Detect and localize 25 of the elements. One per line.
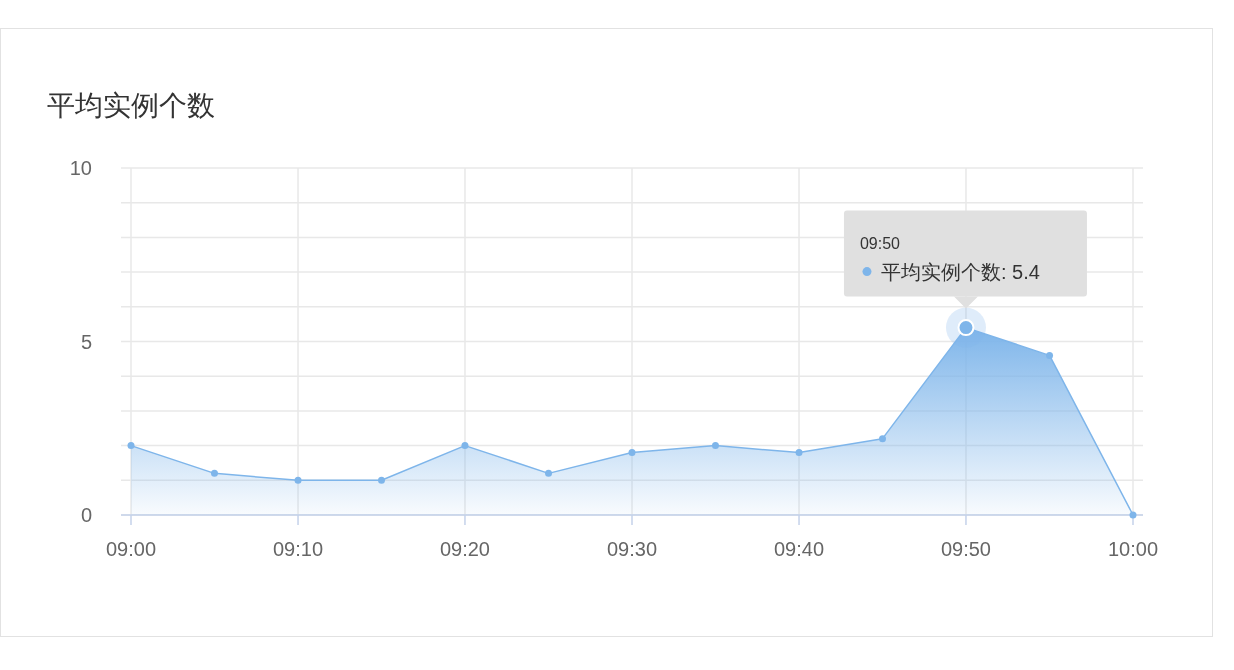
- point: [461, 442, 469, 450]
- x-tick-label: 09:40: [774, 538, 825, 560]
- point: [879, 435, 886, 443]
- point: [294, 476, 302, 484]
- y-tick-label: 10: [69, 157, 92, 179]
- point: [795, 449, 803, 457]
- point: [1129, 511, 1137, 519]
- y-tick-label: 5: [80, 330, 92, 353]
- point: [545, 469, 553, 477]
- point: [1046, 351, 1054, 359]
- x-tick-label: 09:50: [940, 538, 991, 560]
- x-tick-label: 09:30: [606, 538, 658, 560]
- annotation: 平均实例个数: 5.4: [880, 260, 1040, 283]
- point: [378, 476, 385, 484]
- point: [628, 449, 636, 457]
- x-tick-label: 09:20: [439, 538, 490, 560]
- x-tick-label: 10:00: [1107, 538, 1159, 560]
- chart-title: 平均实例个数: [47, 90, 215, 121]
- y-tick-label: 0: [80, 504, 92, 526]
- annotation: 09:50: [859, 234, 901, 252]
- x-tick-label: 09:00: [105, 538, 157, 560]
- point: [210, 469, 218, 477]
- x-tick-label: 09:10: [273, 538, 324, 560]
- point: [127, 442, 135, 450]
- point: [711, 442, 719, 450]
